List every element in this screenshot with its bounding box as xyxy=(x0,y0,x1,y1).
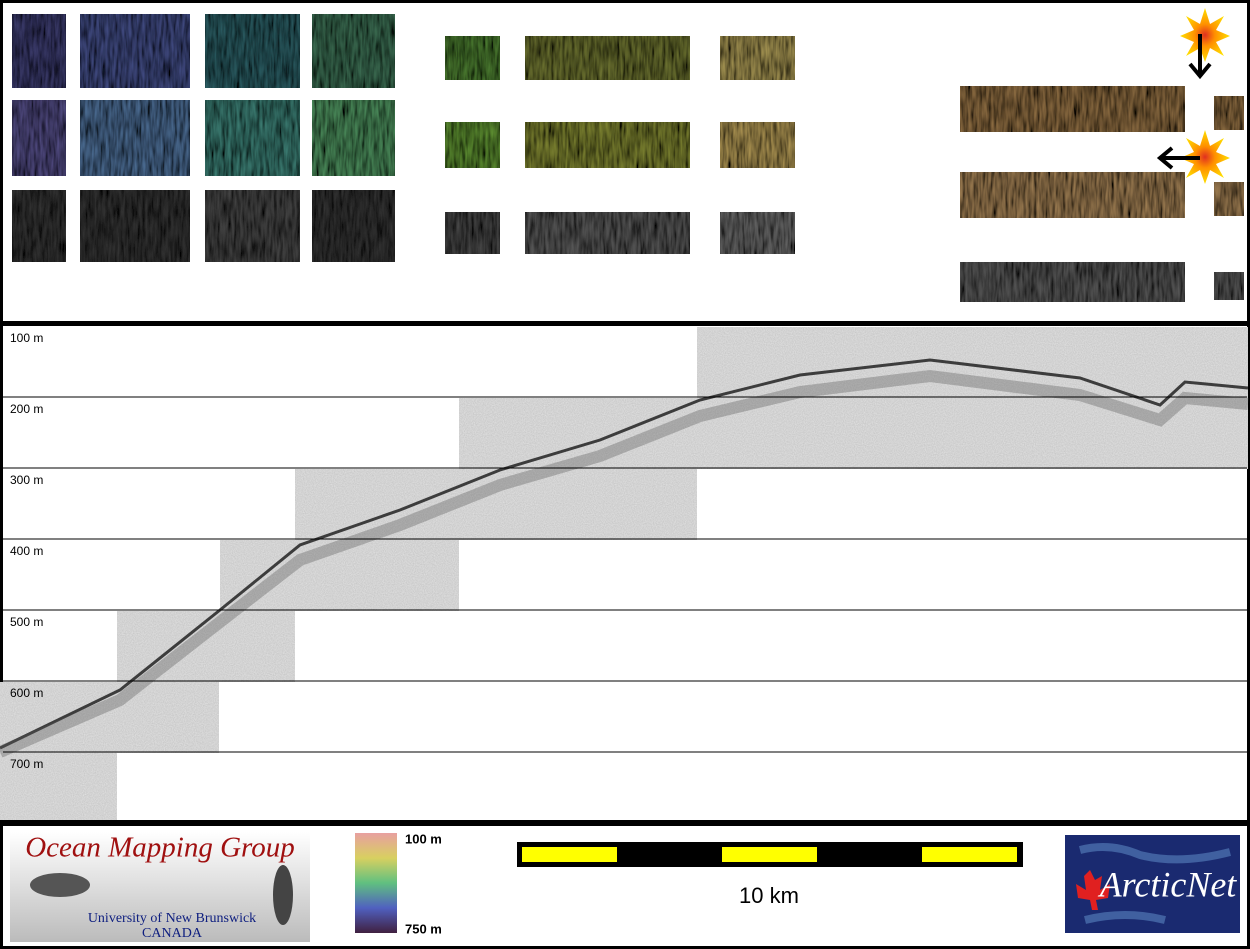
sonar-profile: 100 m 200 m 300 m 400 m 500 m 600 m 700 m xyxy=(0,327,1249,820)
sonar-noise xyxy=(459,398,1248,469)
sun-icon-1 xyxy=(1180,8,1230,80)
swath xyxy=(1214,272,1244,300)
depth-label: 100 m xyxy=(10,331,43,345)
swath xyxy=(205,100,300,176)
swath xyxy=(445,212,500,254)
swath xyxy=(312,190,395,262)
scale-bar-segment xyxy=(922,847,1017,862)
depth-label: 300 m xyxy=(10,473,43,487)
swath xyxy=(445,36,500,80)
swath xyxy=(312,14,395,88)
swath xyxy=(12,14,66,88)
swath xyxy=(720,36,795,80)
omg-title: Ocean Mapping Group xyxy=(25,832,295,864)
colorbar xyxy=(355,833,397,933)
swath xyxy=(525,212,690,254)
swath xyxy=(312,100,395,176)
swath xyxy=(12,100,66,176)
arcticnet-art xyxy=(1078,842,1232,924)
sonar-noise xyxy=(697,327,1248,398)
omg-university: University of New Brunswick xyxy=(88,911,256,926)
sonar-noise xyxy=(220,540,459,611)
arcticnet-name: ArcticNet xyxy=(1098,864,1238,904)
swath xyxy=(1214,96,1244,130)
swath xyxy=(80,14,190,88)
swath xyxy=(1214,182,1244,216)
colorbar-top-label: 100 m xyxy=(405,831,442,846)
swath xyxy=(960,86,1185,132)
scale-bar-segment xyxy=(722,847,817,862)
swath xyxy=(525,122,690,168)
omg-country: CANADA xyxy=(142,926,203,941)
seafloor-shadow xyxy=(0,369,1249,758)
depth-label: 600 m xyxy=(10,686,43,700)
seafloor-trace xyxy=(0,358,1249,750)
swath xyxy=(445,122,500,168)
sun-icon-2 xyxy=(1156,130,1230,184)
depth-label: 200 m xyxy=(10,402,43,416)
sonar-noise xyxy=(0,753,117,820)
omg-logo-art xyxy=(273,865,293,925)
maple-leaf xyxy=(1076,870,1110,910)
colorbar-bottom-label: 750 m xyxy=(405,921,442,936)
swath-thumbnails xyxy=(12,14,1244,302)
swath xyxy=(12,190,66,262)
swath xyxy=(720,212,795,254)
swath xyxy=(960,172,1185,218)
depth-label: 700 m xyxy=(10,757,43,771)
depth-label: 400 m xyxy=(10,544,43,558)
swath xyxy=(960,262,1185,302)
scale-bar-segment xyxy=(522,847,617,862)
sonar-noise xyxy=(295,469,697,540)
swath xyxy=(80,100,190,176)
swath xyxy=(205,190,300,262)
swath xyxy=(205,14,300,88)
scale-bar-label: 10 km xyxy=(739,883,799,908)
swath xyxy=(525,36,690,80)
omg-logo-art xyxy=(30,873,90,897)
depth-label: 500 m xyxy=(10,615,43,629)
swath xyxy=(80,190,190,262)
swath xyxy=(720,122,795,168)
